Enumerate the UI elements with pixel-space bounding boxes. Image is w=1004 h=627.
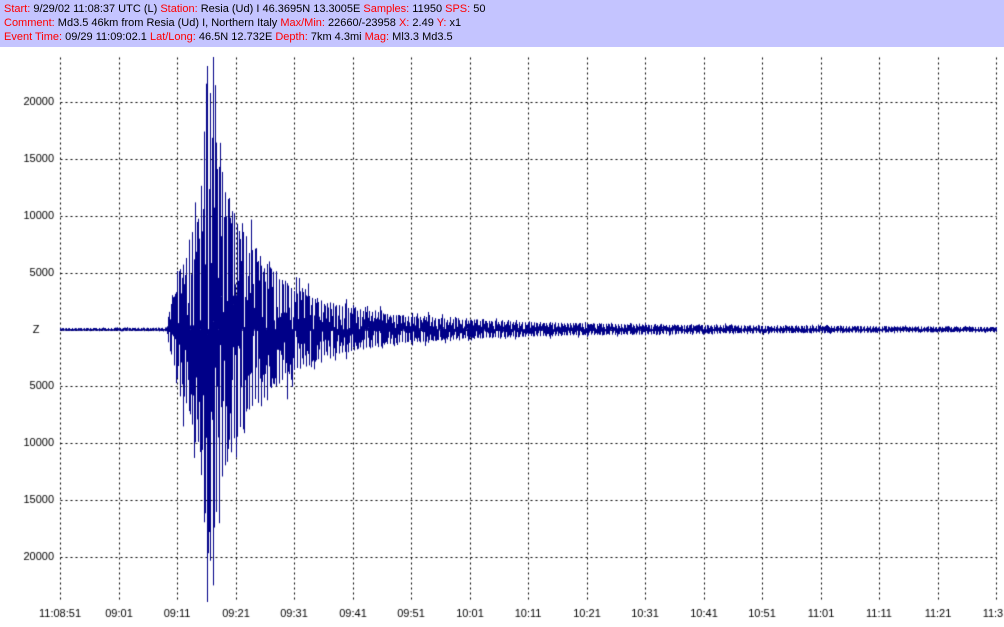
- header-line-2: Comment: Md3.5 46km from Resia (Ud) I, N…: [4, 16, 1000, 30]
- seismogram-canvas: [0, 47, 1004, 626]
- header-line-3: Event Time: 09/29 11:09:02.1 Lat/Long: 4…: [4, 30, 1000, 44]
- seismogram-chart: [0, 47, 1004, 626]
- header-line-1: Start: 9/29/02 11:08:37 UTC (L) Station:…: [4, 2, 1000, 16]
- info-header: Start: 9/29/02 11:08:37 UTC (L) Station:…: [0, 0, 1004, 47]
